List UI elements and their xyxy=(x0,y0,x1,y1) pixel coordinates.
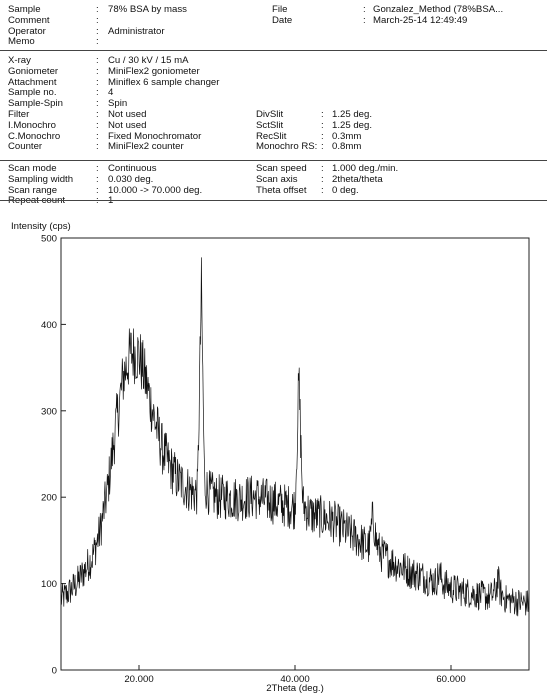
label-theta-offset: Theta offset xyxy=(256,184,307,196)
colon-separator: : xyxy=(321,173,324,185)
section-divider xyxy=(0,200,547,201)
y-axis-ticks: 0 100 200 300 400 500 xyxy=(41,234,66,677)
colon-separator: : xyxy=(96,195,99,207)
value-divslit: 1.25 deg. xyxy=(332,109,373,120)
colon-separator: : xyxy=(96,119,99,131)
value-filter: Not used xyxy=(108,109,147,120)
plot-frame xyxy=(60,237,530,671)
value-recslit: 0.3mm xyxy=(332,130,362,142)
x-axis-label: 2Theta (deg.) xyxy=(266,683,324,694)
y-tick-label: 500 xyxy=(41,234,57,245)
label-attachment: Attachment xyxy=(8,76,57,88)
label-repeat-count: Repeat count xyxy=(8,195,66,207)
label-scan-range: Scan range xyxy=(8,184,58,196)
value-sampling-width: 0.030 deg. xyxy=(108,173,154,185)
colon-separator: : xyxy=(96,173,99,185)
label-sample-no: Sample no. xyxy=(8,87,57,99)
y-tick-label: 300 xyxy=(41,406,57,417)
colon-separator: : xyxy=(96,76,99,88)
label-goniometer: Goniometer xyxy=(8,65,59,77)
y-tick-label: 400 xyxy=(41,320,57,331)
y-tick-label: 200 xyxy=(41,493,57,504)
label-file: File xyxy=(272,4,288,15)
value-sctslit: 1.25 deg. xyxy=(332,119,373,131)
label-filter: Filter xyxy=(8,109,30,120)
label-memo: Memo xyxy=(8,36,35,48)
colon-separator: : xyxy=(96,98,99,110)
value-x-ray: Cu / 30 kV / 15 mA xyxy=(108,55,189,66)
label-monochro-rs: Monochro RS: xyxy=(256,141,318,153)
colon-separator: : xyxy=(321,184,324,196)
xrd-chart: Intensity (cps) 0 100 200 300 400 500 20.000 4… xyxy=(11,221,530,694)
label-c-monochro: C.Monochro xyxy=(8,130,61,142)
x-axis-ticks: 20.000 40.000 60.000 xyxy=(124,665,466,685)
section-divider xyxy=(0,50,547,51)
value-goniometer: MiniFlex2 goniometer xyxy=(108,65,200,77)
value-scan-speed: 1.000 deg./min. xyxy=(332,163,399,174)
y-tick-label: 0 xyxy=(52,666,57,677)
label-sample: Sample xyxy=(8,4,41,15)
colon-separator: : xyxy=(96,141,99,153)
value-monochro-rs: 0.8mm xyxy=(332,141,362,153)
y-tick-label: 100 xyxy=(41,579,57,590)
value-sample: 78% BSA by mass xyxy=(108,4,187,15)
label-scan-axis: Scan axis xyxy=(256,173,298,185)
label-counter: Counter xyxy=(8,141,43,153)
section-divider xyxy=(0,160,547,161)
colon-separator: : xyxy=(96,163,99,174)
label-sample-spin: Sample-Spin xyxy=(8,98,63,110)
colon-separator: : xyxy=(96,36,99,48)
value-counter: MiniFlex2 counter xyxy=(108,141,184,153)
value-sample-spin: Spin xyxy=(108,98,128,110)
label-x-ray: X-ray xyxy=(8,55,31,66)
colon-separator: : xyxy=(321,109,324,120)
label-operator: Operator xyxy=(8,25,46,37)
colon-separator: : xyxy=(96,130,99,142)
colon-separator: : xyxy=(96,4,99,15)
label-date: Date xyxy=(272,14,293,26)
x-tick-label: 60.000 xyxy=(436,674,465,685)
colon-separator: : xyxy=(96,65,99,77)
label-comment: Comment xyxy=(8,14,50,26)
y-axis-label: Intensity (cps) xyxy=(11,221,71,232)
label-sctslit: SctSlit xyxy=(256,119,284,131)
value-operator: Administrator xyxy=(108,25,165,37)
value-repeat-count: 1 xyxy=(108,195,114,207)
colon-separator: : xyxy=(96,184,99,196)
value-sample-no: 4 xyxy=(108,87,114,99)
value-file: Gonzalez_Method (78%BSA... xyxy=(373,4,504,15)
label-divslit: DivSlit xyxy=(256,109,284,120)
value-theta-offset: 0 deg. xyxy=(332,184,359,196)
colon-separator: : xyxy=(96,14,99,26)
colon-separator: : xyxy=(96,25,99,37)
scan-metadata-header: Sample:78% BSA by mass File: Gonzalez_Meth… xyxy=(0,0,547,214)
x-tick-label: 40.000 xyxy=(280,674,309,685)
label-scan-mode: Scan mode xyxy=(8,163,57,174)
value-scan-range: 10.000 -> 70.000 deg. xyxy=(108,184,203,196)
label-i-monochro: I.Monochro xyxy=(8,119,56,131)
diffraction-pattern-line xyxy=(60,257,530,617)
label-scan-speed: Scan speed xyxy=(256,163,307,174)
colon-separator: : xyxy=(321,130,324,142)
label-recslit: RecSlit xyxy=(256,130,287,142)
colon-separator: : xyxy=(96,87,99,99)
colon-separator: : xyxy=(321,141,324,153)
colon-separator: : xyxy=(96,109,99,120)
value-date: March-25-14 12:49:49 xyxy=(373,14,468,26)
label-sampling-width: Sampling width xyxy=(8,173,74,185)
x-tick-label: 20.000 xyxy=(124,674,153,685)
value-attachment: Miniflex 6 sample changer xyxy=(108,76,220,88)
colon-separator: : xyxy=(321,163,324,174)
value-scan-mode: Continuous xyxy=(108,163,157,174)
colon-separator: : xyxy=(363,4,366,15)
colon-separator: : xyxy=(321,119,324,131)
colon-separator: : xyxy=(363,14,366,26)
colon-separator: : xyxy=(96,55,99,66)
value-i-monochro: Not used xyxy=(108,119,147,131)
value-scan-axis: 2theta/theta xyxy=(332,173,383,185)
value-c-monochro: Fixed Monochromator xyxy=(108,130,202,142)
